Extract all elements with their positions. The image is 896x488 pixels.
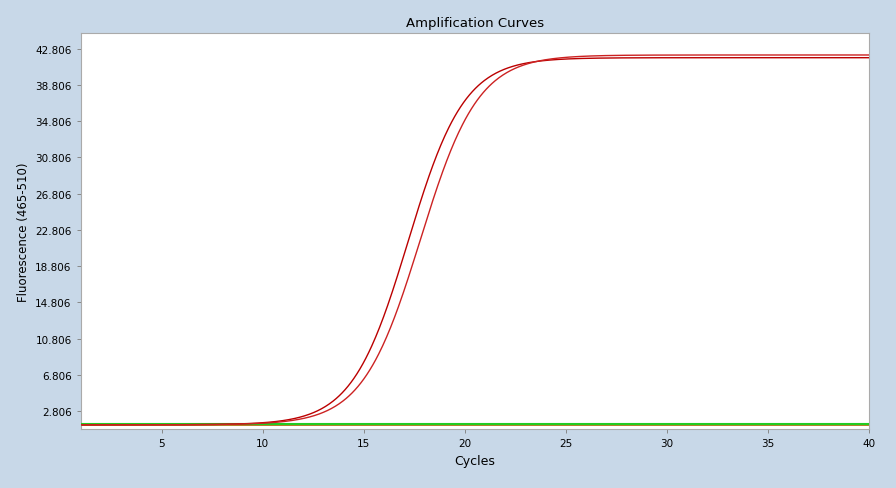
Y-axis label: Fluorescence (465-510): Fluorescence (465-510) (17, 162, 30, 302)
X-axis label: Cycles: Cycles (454, 454, 495, 467)
Title: Amplification Curves: Amplification Curves (406, 17, 544, 30)
